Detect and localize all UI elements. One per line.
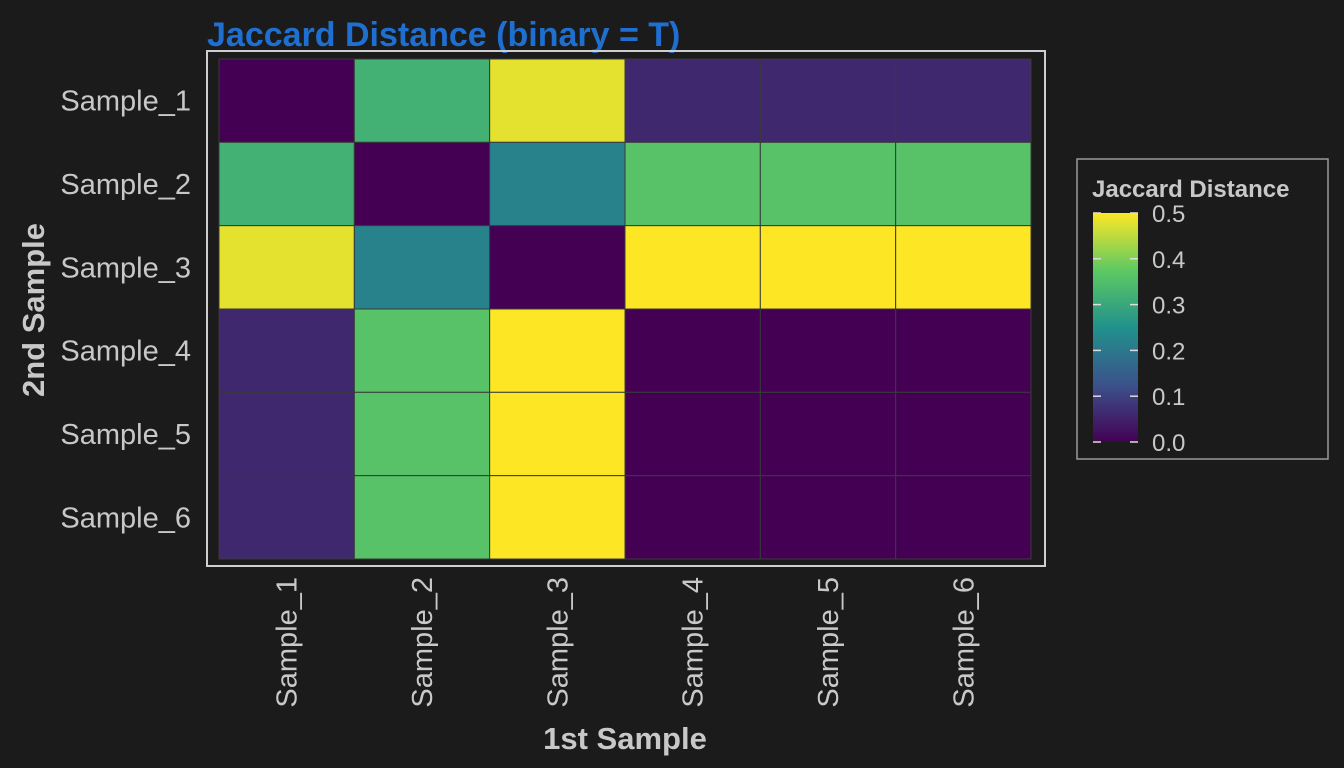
panel-border: [206, 50, 1046, 567]
heatmap-cell: [218, 308, 355, 393]
heatmap-cell: [353, 391, 491, 477]
legend-tick-label: 0.2: [1152, 338, 1185, 365]
heatmap-cell: [489, 475, 626, 560]
heatmap-cell: [759, 225, 897, 310]
x-tick-label: Sample_1: [272, 577, 304, 708]
heatmap-cell: [624, 475, 761, 560]
heatmap-cell: [218, 391, 355, 477]
heatmap-cell: [624, 308, 761, 393]
x-tick-label: Sample_2: [407, 577, 439, 708]
heatmap-cell: [218, 475, 355, 560]
heatmap-cell: [489, 308, 626, 393]
heatmap-cell: [759, 58, 897, 143]
heatmap-cell: [218, 141, 355, 227]
heatmap-cells: [218, 58, 1032, 560]
heatmap-cell: [489, 58, 626, 143]
legend: Jaccard Distance 0.0 0.1 0.2 0.3 0.4 0.5: [1076, 158, 1329, 460]
heatmap-cell: [759, 391, 897, 477]
y-tick-label: Sample_4: [60, 336, 191, 368]
heatmap-cell: [624, 225, 761, 310]
heatmap-cell: [353, 225, 491, 310]
y-tick-label: Sample_2: [60, 169, 191, 201]
y-tick-label: Sample_1: [60, 86, 191, 118]
heatmap-cell: [353, 58, 491, 143]
heatmap-cell: [895, 58, 1032, 143]
legend-tick-label: 0.0: [1152, 430, 1185, 457]
legend-tick-label: 0.5: [1152, 201, 1185, 228]
heatmap-cell: [353, 475, 491, 560]
heatmap-cell: [624, 141, 761, 227]
legend-title: Jaccard Distance: [1092, 176, 1289, 203]
colorbar: [1093, 213, 1138, 442]
heatmap-cell: [895, 308, 1032, 393]
y-tick-label: Sample_5: [60, 419, 191, 451]
x-tick-label: Sample_3: [542, 577, 574, 708]
legend-tick-label: 0.3: [1152, 293, 1185, 320]
legend-tick-label: 0.4: [1152, 247, 1185, 274]
heatmap-cell: [489, 391, 626, 477]
heatmap-cell: [759, 475, 897, 560]
y-tick-labels: Sample_1 Sample_2 Sample_3 Sample_4 Sample_5…: [60, 86, 191, 535]
heatmap-cell: [759, 308, 897, 393]
heatmap-cell: [895, 475, 1032, 560]
heatmap-cell: [353, 141, 491, 227]
heatmap-cell: [489, 141, 626, 227]
heatmap-cell: [895, 225, 1032, 310]
x-tick-labels: Sample_1 Sample_2 Sample_3 Sample_4 Sample_5…: [272, 577, 981, 708]
heatmap-cell: [895, 141, 1032, 227]
heatmap-cell: [353, 308, 491, 393]
heatmap-cell: [489, 225, 626, 310]
legend-ticks: 0.0 0.1 0.2 0.3 0.4 0.5: [1093, 201, 1185, 457]
heatmap-cell: [218, 225, 355, 310]
y-tick-label: Sample_3: [60, 252, 191, 284]
y-tick-label: Sample_6: [60, 502, 191, 534]
x-tick-label: Sample_5: [813, 577, 845, 708]
x-tick-label: Sample_4: [678, 577, 710, 708]
heatmap-cell: [218, 58, 355, 143]
y-axis-title: 2nd Sample: [16, 223, 51, 397]
heatmap-cell: [759, 141, 897, 227]
x-axis-title: 1st Sample: [543, 721, 707, 756]
heatmap-cell: [624, 58, 761, 143]
legend-box: [1076, 158, 1329, 460]
heatmap-cell: [895, 391, 1032, 477]
legend-tick-label: 0.1: [1152, 384, 1185, 411]
x-tick-label: Sample_6: [948, 577, 980, 708]
heatmap-cell: [624, 391, 761, 477]
chart-title: Jaccard Distance (binary = T): [207, 16, 680, 54]
